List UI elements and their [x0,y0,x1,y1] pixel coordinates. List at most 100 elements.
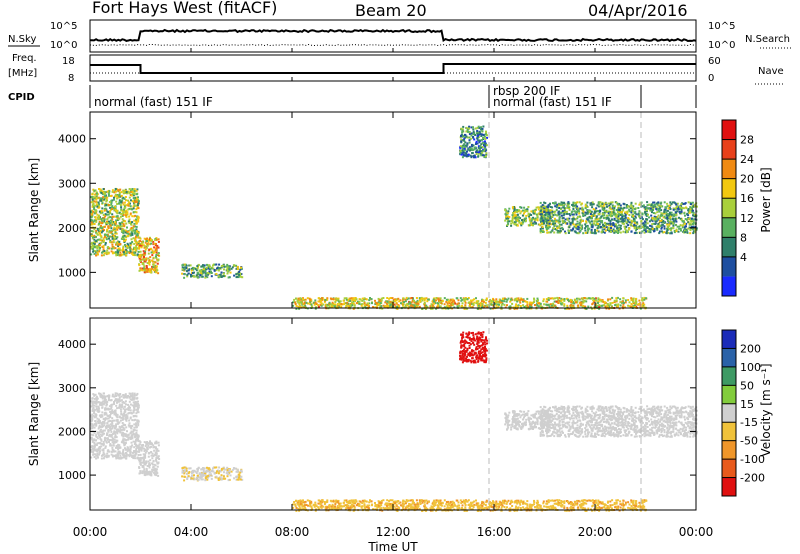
power-point-1271 [217,275,220,277]
power-point-1156 [239,268,242,271]
power-point-3416 [315,306,318,309]
power-point-1080 [148,267,151,270]
power-point-3557 [492,298,495,301]
power-point-2960 [581,211,584,214]
power-point-2480 [660,209,663,212]
power-point-2701 [680,219,683,222]
velocity-point-423 [110,434,113,437]
power-point-1662 [535,213,538,216]
velocity-point-357 [137,403,140,405]
power-point-1298 [228,266,231,269]
power-cbar-tick-label-3: 16 [740,192,754,205]
power-point-4107 [325,305,328,308]
power-point-2880 [663,215,666,218]
power-point-1962 [656,211,659,214]
power-point-663 [119,224,122,227]
power-point-2490 [626,212,629,215]
power-point-1606 [505,214,508,217]
power-point-2235 [684,218,687,220]
power-point-3394 [472,304,475,306]
velocity-point-145 [96,420,99,423]
power-point-2336 [599,217,602,220]
power-point-1649 [520,224,523,227]
power-point-2860 [626,210,629,213]
power-cbar-tick-label-4: 12 [740,212,754,225]
power-point-3700 [628,301,631,304]
velocity-point-458 [102,443,105,446]
power-point-2261 [578,212,581,215]
power-point-2812 [600,230,603,233]
velocity-point-446 [113,432,116,434]
power-point-394 [93,240,96,243]
power-point-628 [133,239,136,242]
power-point-2588 [622,202,625,205]
power-point-516 [108,231,111,234]
power-point-1483 [464,141,467,144]
power-point-2524 [544,214,546,217]
noise-tick-bottom: 10^0 [50,40,77,51]
power-point-2895 [607,217,610,220]
power-point-2236 [695,205,698,208]
power-point-1059 [145,265,148,267]
power-point-421 [94,250,97,253]
power-point-820 [98,231,101,234]
power-point-2313 [617,217,620,220]
power-point-2793 [692,209,694,212]
velocity-point-306 [129,454,132,457]
power-point-2854 [590,215,593,218]
power-point-12 [127,233,130,236]
power-point-438 [135,220,138,223]
power-point-1492 [472,128,475,131]
power-point-802 [92,196,95,199]
power-point-4143 [520,298,523,301]
power-point-1046 [143,269,146,272]
velocity-point-599 [100,445,103,448]
power-point-2930 [621,210,623,213]
power-point-3679 [561,301,564,304]
power-point-61 [127,190,130,193]
power-point-4239 [489,307,492,310]
power-point-689 [133,190,136,192]
power-point-1664 [513,216,516,219]
power-point-2223 [610,208,613,211]
power-point-601 [119,215,122,218]
power-point-3041 [652,204,655,207]
power-point-823 [119,188,122,191]
power-point-3321 [406,298,409,301]
power-point-1472 [459,152,462,155]
velocity-point-195 [124,408,127,411]
power-point-478 [120,225,123,228]
power-point-1356 [485,152,488,155]
power-point-3588 [320,302,323,305]
velocity-point-180 [122,450,125,453]
power-point-532 [115,237,118,240]
power-point-1514 [473,156,475,159]
power-point-2825 [641,230,644,233]
power-point-3199 [563,299,566,302]
power-point-3159 [671,217,674,220]
power-point-3075 [618,208,621,211]
power-point-3149 [656,218,659,221]
power-point-1796 [527,206,530,208]
cpid-label: CPID [8,92,35,103]
power-point-3082 [602,208,605,211]
power-point-3021 [586,218,589,221]
power-point-2149 [653,203,656,206]
velocity-point-360 [106,437,109,440]
power-point-3055 [618,213,620,216]
velocity-point-460 [135,402,138,405]
power-point-2891 [545,209,548,212]
power-point-252 [102,246,105,249]
power-point-2343 [611,201,614,204]
power-point-4031 [355,302,358,305]
velocity-point-598 [111,436,114,439]
power-point-1322 [459,136,462,139]
power-point-3071 [649,207,652,210]
velocity-point-33 [118,396,121,399]
power-point-961 [143,237,146,240]
power-point-1057 [154,238,157,241]
velocity-point-632 [97,422,100,424]
power-point-2463 [619,224,622,227]
velocity-point-229 [100,428,102,431]
power-point-2657 [648,216,650,219]
